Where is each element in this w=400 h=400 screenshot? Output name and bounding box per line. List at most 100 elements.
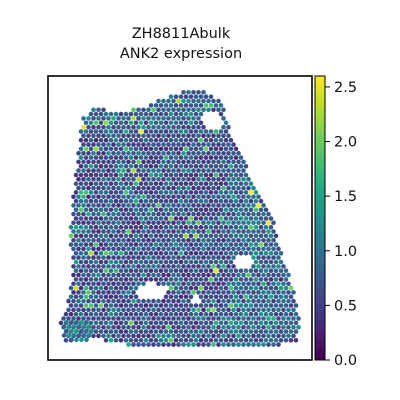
expression-spot xyxy=(113,190,119,195)
expression-spot xyxy=(263,207,269,213)
expression-spot xyxy=(233,224,239,230)
expression-spot xyxy=(188,338,194,343)
expression-spot xyxy=(131,211,136,217)
expression-spot xyxy=(158,172,164,178)
expression-spot xyxy=(208,233,214,239)
expression-spot xyxy=(123,311,129,317)
expression-spot xyxy=(233,311,239,317)
expression-spot xyxy=(223,242,229,247)
expression-spot xyxy=(128,155,134,160)
expression-spot xyxy=(131,194,136,200)
expression-spot xyxy=(96,185,101,191)
expression-spot xyxy=(201,98,206,104)
expression-spot xyxy=(188,303,194,308)
expression-spot xyxy=(273,303,279,308)
expression-spot xyxy=(238,233,244,239)
expression-spot xyxy=(108,251,114,256)
expression-spot xyxy=(131,151,136,156)
expression-spot xyxy=(106,211,111,217)
expression-spot xyxy=(218,303,224,308)
expression-spot xyxy=(143,311,149,317)
expression-spot xyxy=(148,224,154,230)
expression-spot xyxy=(76,177,81,182)
expression-spot xyxy=(156,220,161,226)
expression-spot xyxy=(186,307,191,313)
expression-spot xyxy=(71,290,76,295)
expression-spot xyxy=(178,111,184,117)
expression-spot xyxy=(196,272,201,278)
expression-spot xyxy=(221,238,226,243)
expression-spot xyxy=(206,342,211,347)
expression-spot xyxy=(91,107,96,113)
expression-spot xyxy=(161,211,166,217)
expression-spot xyxy=(158,320,164,326)
expression-spot xyxy=(256,272,261,278)
expression-spot xyxy=(86,307,91,313)
expression-spot xyxy=(178,164,184,169)
expression-spot xyxy=(126,325,131,330)
expression-spot xyxy=(131,229,136,234)
expression-spot xyxy=(156,151,161,156)
expression-spot xyxy=(213,329,219,334)
expression-spot xyxy=(91,255,96,260)
expression-spot xyxy=(123,233,129,239)
expression-spot xyxy=(181,194,186,200)
expression-spot xyxy=(93,164,99,169)
expression-spot xyxy=(156,325,161,330)
expression-spot xyxy=(283,329,289,334)
expression-spot xyxy=(106,177,111,182)
expression-spot xyxy=(136,246,141,252)
expression-spot xyxy=(116,264,121,269)
expression-spot xyxy=(221,290,226,295)
expression-spot xyxy=(218,181,224,186)
expression-spot xyxy=(198,129,204,134)
expression-spot xyxy=(233,207,239,213)
expression-spot xyxy=(228,198,234,204)
expression-spot xyxy=(178,329,184,334)
expression-spot xyxy=(256,238,261,243)
expression-spot xyxy=(231,307,236,313)
expression-spot xyxy=(91,194,96,200)
expression-spot xyxy=(136,142,141,147)
expression-spot xyxy=(93,190,99,195)
expression-spot xyxy=(228,242,234,247)
expression-spot xyxy=(178,155,184,160)
expression-spot xyxy=(246,229,251,234)
expression-spot xyxy=(168,259,174,265)
expression-spot xyxy=(93,181,99,186)
expression-spot xyxy=(128,329,134,334)
expression-spot xyxy=(221,203,226,208)
expression-spot xyxy=(98,216,104,221)
expression-spot xyxy=(81,159,86,165)
expression-spot xyxy=(218,155,224,160)
expression-spot xyxy=(108,303,114,308)
expression-spot xyxy=(206,142,211,147)
expression-spot xyxy=(206,290,211,295)
expression-spot xyxy=(251,238,256,243)
expression-spot xyxy=(153,338,159,343)
expression-spot xyxy=(198,338,204,343)
expression-spot xyxy=(236,246,241,252)
expression-spot xyxy=(248,251,254,256)
expression-spot xyxy=(151,246,156,252)
expression-spot xyxy=(281,290,286,295)
expression-spot xyxy=(161,307,166,313)
expression-spot xyxy=(201,290,206,295)
expression-spot xyxy=(78,285,84,291)
expression-spot xyxy=(263,216,269,221)
expression-spot xyxy=(143,303,149,308)
expression-spot xyxy=(203,251,209,256)
expression-spot xyxy=(161,142,166,147)
expression-spot xyxy=(213,259,219,265)
expression-spot xyxy=(221,255,226,260)
expression-spot xyxy=(98,137,104,143)
expression-spot xyxy=(206,281,211,287)
expression-spot xyxy=(251,255,256,260)
expression-spot xyxy=(263,277,269,282)
expression-spot xyxy=(203,190,209,195)
expression-spot xyxy=(271,290,276,295)
expression-spot xyxy=(123,111,129,117)
expression-spot xyxy=(151,307,156,313)
expression-spot xyxy=(128,242,134,247)
expression-spot xyxy=(278,338,284,343)
